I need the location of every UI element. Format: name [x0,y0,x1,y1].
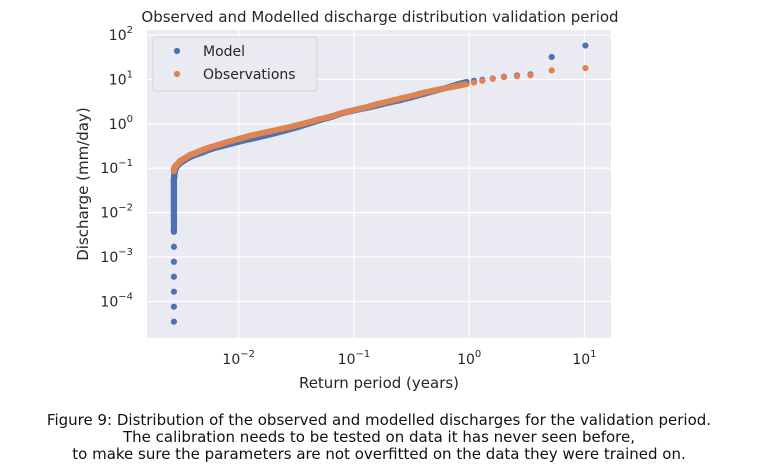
y-axis-label: Discharge (mm/day) [74,107,92,260]
y-tick-label: 10−3 [100,247,133,266]
legend-label-observations: Observations [203,67,296,83]
y-tick-labels: 10−4 10−3 10−2 10−1 100 101 102 [100,25,133,310]
observation-point [513,73,521,80]
y-tick-label: 10−1 [100,158,133,177]
observation-point [489,75,496,82]
caption-line-3: to make sure the parameters are not over… [72,445,686,463]
model-point [582,42,589,49]
x-tick-label: 10−2 [222,349,255,368]
observation-point [548,67,555,74]
legend-marker-observations [173,70,181,78]
x-tick-labels: 10−2 10−1 100 101 [222,349,596,368]
model-point [170,318,178,325]
model-point [170,303,178,310]
chart-svg: 10−2 10−1 100 101 10−4 10−3 10−2 10−1 100 101 102… [74,25,611,392]
model-point [170,258,178,265]
legend-label-model: Model [203,44,245,60]
legend: Model Observations [152,36,318,92]
observation-point [479,77,486,84]
model-point [170,288,178,295]
model-point [170,243,178,250]
y-tick-label: 10−4 [100,291,133,310]
observation-point [470,79,478,86]
model-point [170,273,178,280]
figure-caption: Figure 9: Distribution of the observed a… [0,412,758,463]
model-point [548,53,555,61]
y-tick-label: 102 [109,25,133,44]
observation-point [582,65,589,72]
chart-title: Observed and Modelled discharge distribu… [141,8,619,26]
caption-line-2: The calibration needs to be tested on da… [122,428,636,446]
observation-point [462,81,469,88]
observation-point [500,74,507,81]
y-tick-label: 101 [109,69,133,88]
y-tick-label: 10−2 [100,203,133,222]
legend-marker-model [173,47,181,55]
series-observations-dense [170,81,469,175]
x-tick-label: 10−1 [338,349,371,368]
data-points [170,42,589,325]
x-axis-label: Return period (years) [299,374,459,392]
x-tick-label: 101 [572,349,596,368]
legend-box [152,36,318,92]
y-tick-label: 100 [109,114,133,133]
caption-line-1: Figure 9: Distribution of the observed a… [46,411,712,429]
observation-point [527,72,534,79]
x-tick-label: 100 [457,349,481,368]
